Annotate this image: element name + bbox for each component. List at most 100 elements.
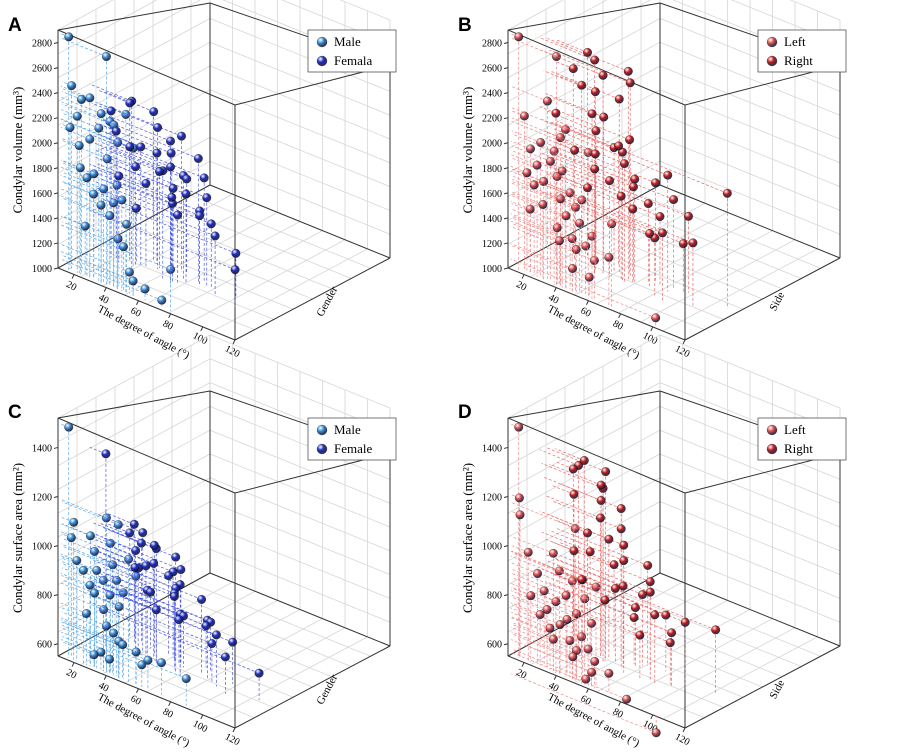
data-point — [522, 168, 532, 178]
data-point — [568, 652, 578, 662]
y-tick-label: 1400 — [32, 443, 52, 454]
data-point — [228, 637, 238, 647]
drop-lines — [60, 423, 187, 706]
projection-line — [61, 195, 110, 216]
series-left — [510, 32, 661, 326]
data-point — [645, 587, 655, 597]
x-tick-mark — [71, 662, 75, 667]
data-point — [140, 284, 150, 294]
data-point — [533, 569, 543, 579]
y-tick-mark — [503, 67, 509, 70]
projection-line — [106, 523, 130, 534]
data-point — [220, 652, 230, 662]
projection-line — [91, 583, 157, 611]
y-tick-label: 2600 — [482, 64, 502, 75]
data-point — [106, 106, 116, 116]
projection-line — [553, 552, 651, 593]
data-point — [655, 212, 665, 221]
data-point — [177, 131, 186, 141]
legend-marker — [316, 424, 328, 436]
series-right — [539, 37, 732, 309]
projection-line — [543, 164, 622, 197]
data-point — [581, 674, 591, 684]
data-point — [545, 156, 555, 166]
projection-line — [97, 192, 137, 209]
data-point — [149, 107, 159, 117]
projection-line — [541, 152, 610, 182]
projection-line — [61, 244, 130, 273]
data-point — [109, 628, 118, 638]
projection-line — [89, 547, 181, 585]
legend: Left Right — [757, 417, 847, 461]
projection-line — [510, 191, 543, 205]
projection-line — [61, 592, 104, 610]
legend-marker — [766, 36, 778, 48]
projection-line — [551, 127, 668, 176]
legend-label: Left — [784, 422, 806, 437]
data-point — [665, 638, 675, 648]
projection-line — [61, 611, 114, 634]
data-point — [584, 272, 594, 282]
projection-line — [61, 499, 107, 519]
data-point — [542, 96, 552, 106]
projection-line — [106, 170, 172, 198]
projection-line — [61, 582, 120, 608]
projection-line — [511, 243, 573, 269]
y-tick-label: 600 — [37, 640, 52, 651]
data-point — [562, 615, 572, 624]
data-point — [211, 630, 221, 640]
data-point — [166, 136, 175, 146]
projection-line — [103, 199, 236, 254]
projection-line — [93, 533, 136, 551]
y-tick-mark — [503, 92, 509, 95]
x-tick-label: 20 — [514, 667, 528, 681]
gridline — [190, 583, 371, 657]
data-point — [210, 231, 220, 241]
y-tick-mark — [503, 142, 509, 145]
projection-line — [511, 245, 590, 278]
data-point — [605, 176, 614, 186]
data-point — [206, 219, 216, 229]
data-point — [590, 87, 600, 97]
data-point — [136, 538, 146, 548]
projection-line — [61, 171, 104, 190]
data-point — [587, 618, 596, 628]
x-tick-label: 60 — [579, 305, 593, 319]
projection-line — [97, 607, 260, 674]
data-point — [643, 199, 653, 209]
data-point — [599, 112, 609, 122]
y-axis-title: Condylar volume (mm³) — [10, 87, 25, 214]
data-point — [645, 229, 655, 238]
box-edge — [507, 2, 661, 31]
data-point — [607, 219, 617, 229]
legend-marker — [316, 443, 328, 455]
gridline — [662, 248, 818, 332]
data-point — [85, 93, 95, 103]
projection-line — [60, 188, 102, 206]
projection-line — [61, 138, 80, 146]
y-tick-label: 800 — [37, 591, 52, 602]
y-tick-mark — [53, 142, 59, 145]
box-edge — [57, 655, 236, 729]
grid-walls — [507, 0, 841, 341]
data-points — [101, 449, 264, 678]
projection-line — [61, 181, 114, 204]
data-point — [166, 148, 176, 158]
projection-line — [89, 601, 226, 658]
data-point — [619, 540, 629, 550]
projection-line — [511, 587, 531, 597]
projection-line — [543, 130, 625, 164]
y-tick-mark — [53, 92, 59, 95]
projection-line — [511, 203, 593, 237]
data-point — [561, 591, 571, 600]
y-tick-mark — [53, 42, 59, 45]
x-tick-label: 60 — [129, 693, 143, 707]
projection-line — [106, 138, 205, 179]
projection-line — [547, 560, 616, 589]
data-point — [138, 528, 148, 538]
projection-line — [547, 143, 635, 180]
data-point — [119, 242, 128, 252]
data-point — [124, 267, 134, 277]
data-point — [124, 554, 134, 564]
